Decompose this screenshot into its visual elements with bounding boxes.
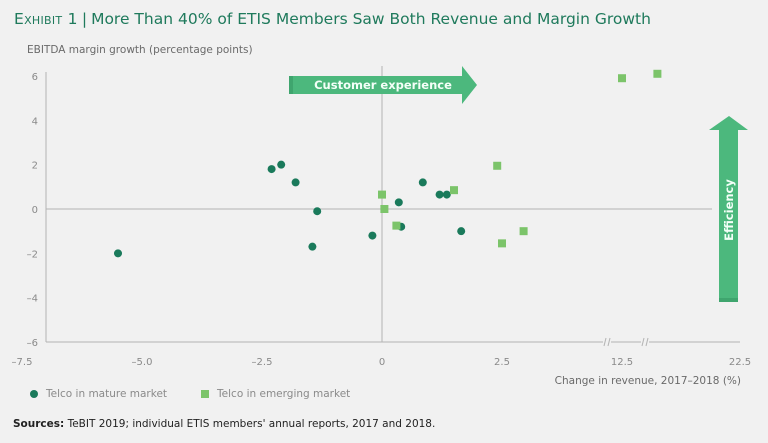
mature-market-point xyxy=(418,178,427,187)
arrows: Customer experience Efficiency xyxy=(289,66,748,302)
y-tick-label: –2 xyxy=(27,249,38,260)
mature-market-point xyxy=(267,165,276,174)
sources-text: TeBIT 2019; individual ETIS members' ann… xyxy=(67,418,436,430)
mature-market-point xyxy=(457,227,466,236)
customer-experience-label: Customer experience xyxy=(314,78,452,92)
mature-market-point xyxy=(313,207,322,216)
emerging-market-point xyxy=(450,186,458,195)
y-axis-label: EBITDA margin growth (percentage points) xyxy=(27,44,253,56)
arrow-right-icon xyxy=(289,66,477,104)
emerging-market-point xyxy=(392,221,401,230)
axis-break-mark xyxy=(603,337,607,347)
axis-break-mark xyxy=(645,337,649,347)
mature-market-point xyxy=(435,190,444,199)
mature-market-point xyxy=(442,190,451,199)
arrow-up-icon xyxy=(709,116,748,302)
emerging-market-point xyxy=(519,227,528,236)
circle-marker-icon xyxy=(30,390,38,398)
mature-market-point xyxy=(277,160,286,169)
x-tick-label: 0 xyxy=(379,357,385,368)
sources-note: Sources: TeBIT 2019; individual ETIS mem… xyxy=(13,418,435,430)
x-tick-label: –2.5 xyxy=(252,357,273,368)
arrow-tail xyxy=(719,298,738,302)
y-tick-label: 0 xyxy=(32,205,38,216)
sources-label: Sources: xyxy=(13,418,65,430)
square-marker-icon xyxy=(201,390,210,398)
legend-item-emerging: Telco in emerging market xyxy=(201,388,350,400)
legend-label-emerging: Telco in emerging market xyxy=(217,388,351,400)
y-tick-label: –4 xyxy=(27,294,38,305)
emerging-market-point xyxy=(653,69,662,78)
mature-market-point xyxy=(368,231,377,240)
x-tick-label: –5.0 xyxy=(132,357,153,368)
mature-market-point xyxy=(308,242,317,251)
mature-market-point xyxy=(291,178,300,187)
axis-break-mark xyxy=(607,337,611,347)
mature-market-point xyxy=(114,249,122,258)
x-tick-label: 22.5 xyxy=(729,357,751,368)
x-tick-label: –7.5 xyxy=(12,357,33,368)
legend-label-mature: Telco in mature market xyxy=(46,388,168,400)
exhibit-label: Exhibit 1 xyxy=(14,10,78,28)
title-text: More Than 40% of ETIS Members Saw Both R… xyxy=(91,10,651,28)
efficiency-label: Efficiency xyxy=(722,179,736,241)
arrow-tail xyxy=(289,76,293,94)
axes: 6 4 2 0 –2 –4 –6 –7.5 –5.0 –2.5 0 2.5 12.5 22.5 xyxy=(12,66,751,368)
emerging-market-point xyxy=(618,74,626,83)
marks xyxy=(114,69,662,258)
axis-break-mark xyxy=(641,337,645,347)
y-tick-label: 4 xyxy=(32,116,38,127)
y-tick-label: –6 xyxy=(27,338,38,349)
mature-market-point xyxy=(394,198,403,207)
x-axis-label: Change in revenue, 2017–2018 (%) xyxy=(554,375,741,387)
y-tick-label: 6 xyxy=(32,72,38,83)
chart-title: Exhibit 1 | More Than 40% of ETIS Members … xyxy=(14,10,651,28)
emerging-market-point xyxy=(380,205,389,213)
emerging-market-point xyxy=(498,239,506,248)
x-tick-label: 2.5 xyxy=(494,357,510,368)
y-tick-label: 2 xyxy=(32,161,38,172)
x-tick-label: 12.5 xyxy=(611,357,633,368)
emerging-market-point xyxy=(378,190,386,199)
legend-item-mature: Telco in mature market xyxy=(30,388,167,400)
emerging-market-point xyxy=(493,161,502,170)
legend: Telco in mature market Telco in emerging… xyxy=(30,388,350,400)
title-separator: | xyxy=(81,10,88,28)
